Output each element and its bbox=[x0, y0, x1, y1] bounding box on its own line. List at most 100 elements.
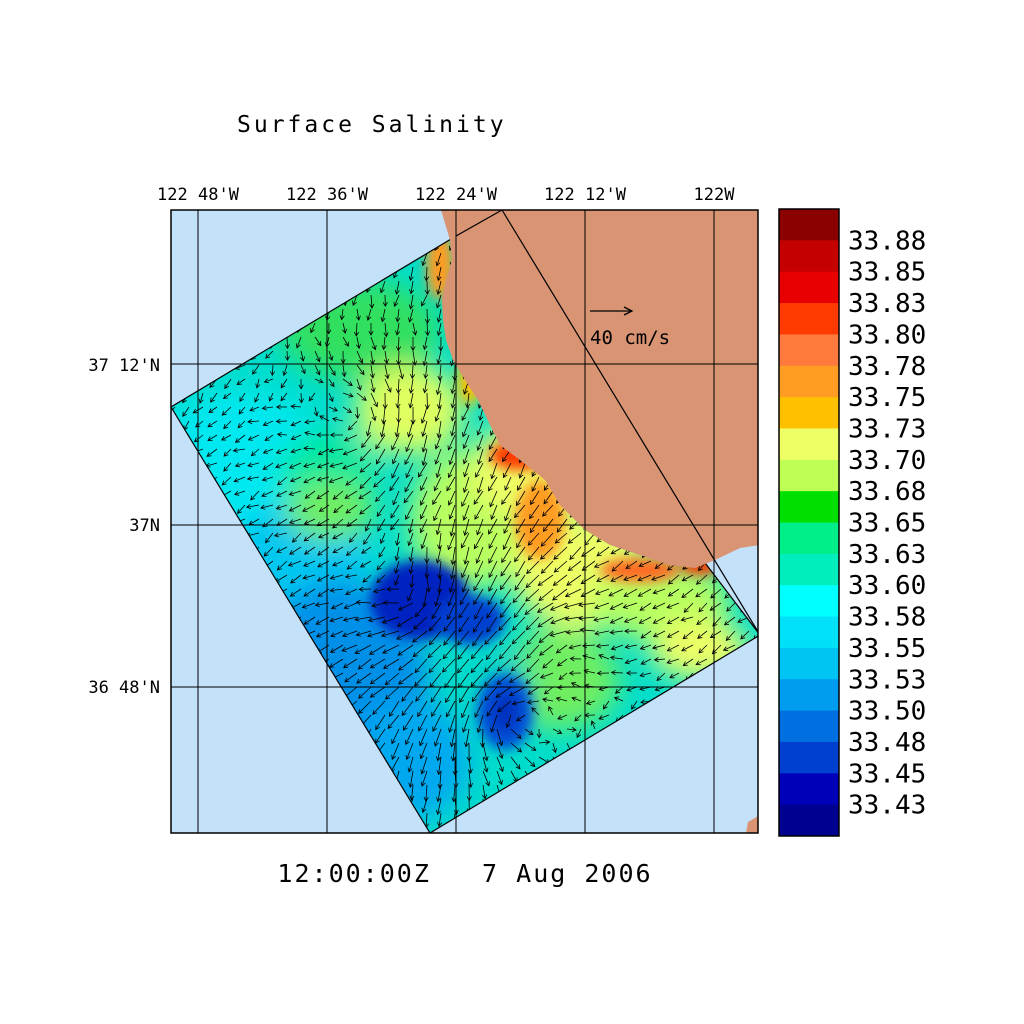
velocity-arrow bbox=[362, 574, 372, 583]
velocity-arrow bbox=[424, 322, 431, 337]
velocity-arrow bbox=[698, 644, 708, 654]
velocity-arrow bbox=[609, 616, 624, 624]
velocity-arrow bbox=[375, 728, 386, 744]
colorbar-swatch bbox=[779, 397, 839, 429]
velocity-arrow bbox=[369, 294, 375, 309]
velocity-arrow bbox=[276, 560, 288, 571]
velocity-arrow bbox=[683, 602, 694, 613]
velocity-arrow bbox=[366, 630, 386, 638]
velocity-arrow bbox=[414, 658, 428, 674]
velocity-arrow bbox=[513, 644, 526, 661]
velocity-arrow bbox=[314, 378, 324, 384]
velocity-arrow bbox=[510, 728, 522, 739]
velocity-arrow bbox=[624, 644, 638, 650]
velocity-arrow bbox=[461, 574, 470, 593]
velocity-arrow bbox=[221, 406, 232, 416]
velocity-arrow bbox=[514, 546, 526, 563]
velocity-arrow bbox=[408, 546, 414, 563]
velocity-arrow bbox=[437, 364, 443, 381]
velocity-arrow bbox=[207, 420, 218, 428]
velocity-arrow bbox=[486, 602, 498, 619]
velocity-arrow bbox=[304, 419, 316, 425]
velocity-arrow bbox=[268, 392, 274, 402]
colorbar-swatch bbox=[779, 240, 839, 273]
velocity-arrow bbox=[473, 588, 484, 606]
velocity-arrow bbox=[386, 586, 400, 592]
velocity-arrow bbox=[740, 630, 750, 640]
velocity-arrow bbox=[269, 364, 276, 377]
velocity-arrow bbox=[407, 420, 414, 438]
velocity-arrow bbox=[233, 490, 246, 496]
velocity-arrow bbox=[430, 686, 442, 703]
velocity-arrow bbox=[288, 462, 302, 469]
velocity-arrow bbox=[485, 644, 498, 661]
velocity-arrow bbox=[463, 546, 470, 565]
velocity-arrow bbox=[198, 392, 204, 404]
velocity-arrow bbox=[502, 532, 512, 551]
velocity-arrow bbox=[450, 406, 456, 422]
velocity-arrow bbox=[638, 560, 652, 568]
velocity-arrow bbox=[375, 714, 386, 731]
velocity-arrow bbox=[255, 378, 261, 389]
velocity-arrow bbox=[409, 574, 415, 589]
velocity-arrow bbox=[490, 462, 498, 480]
velocity-arrow bbox=[558, 672, 568, 681]
velocity-arrow bbox=[402, 714, 414, 731]
velocity-arrow bbox=[234, 434, 246, 443]
velocity-arrow bbox=[651, 574, 666, 581]
velocity-arrow bbox=[473, 574, 484, 592]
velocity-arrow bbox=[371, 602, 386, 608]
velocity-arrow bbox=[496, 658, 512, 672]
velocity-arrow bbox=[329, 587, 344, 593]
velocity-arrow bbox=[515, 560, 526, 578]
velocity-arrow bbox=[261, 476, 274, 482]
velocity-arrow bbox=[447, 434, 456, 451]
velocity-arrow bbox=[474, 700, 484, 718]
velocity-arrow bbox=[593, 616, 610, 622]
velocity-arrow bbox=[303, 532, 316, 542]
velocity-arrow bbox=[441, 658, 456, 673]
velocity-arrow bbox=[473, 532, 484, 550]
velocity-arrow bbox=[249, 406, 260, 412]
velocity-arrow bbox=[382, 600, 400, 606]
velocity-arrow bbox=[435, 462, 442, 479]
velocity-arrow bbox=[419, 504, 428, 520]
velocity-arrow bbox=[356, 392, 367, 401]
velocity-arrow bbox=[275, 462, 288, 469]
velocity-arrow bbox=[381, 336, 387, 351]
velocity-arrow bbox=[505, 714, 512, 729]
velocity-arrow bbox=[345, 504, 358, 514]
velocity-arrow bbox=[375, 448, 386, 465]
velocity-arrow bbox=[496, 770, 503, 786]
velocity-arrow bbox=[329, 574, 344, 580]
velocity-arrow bbox=[549, 602, 568, 611]
y-tick-label: 36 48'N bbox=[88, 678, 160, 698]
velocity-arrow bbox=[467, 756, 473, 774]
domain-boundary-line bbox=[455, 210, 503, 237]
velocity-arrow bbox=[300, 350, 305, 362]
velocity-arrow bbox=[568, 670, 582, 676]
velocity-arrow bbox=[369, 672, 386, 685]
velocity-arrow bbox=[482, 770, 490, 787]
velocity-arrow bbox=[358, 490, 372, 500]
velocity-arrow bbox=[536, 602, 554, 613]
x-tick-label: 122 48'W bbox=[157, 185, 240, 205]
colorbar-tick-label: 33.78 bbox=[848, 352, 926, 382]
velocity-arrow bbox=[405, 742, 414, 761]
velocity-arrow bbox=[656, 672, 666, 682]
velocity-arrow bbox=[263, 378, 274, 384]
velocity-arrow bbox=[501, 490, 512, 505]
velocity-arrow bbox=[395, 532, 401, 547]
velocity-arrow bbox=[436, 392, 442, 410]
velocity-arrow bbox=[287, 560, 302, 567]
velocity-arrow bbox=[395, 392, 401, 409]
velocity-arrow bbox=[448, 574, 456, 594]
velocity-arrow bbox=[356, 672, 372, 684]
velocity-arrow bbox=[568, 644, 582, 650]
velocity-arrow bbox=[260, 504, 274, 510]
velocity-arrow bbox=[652, 602, 666, 610]
velocity-arrow bbox=[344, 672, 358, 683]
velocity-arrow bbox=[553, 560, 568, 573]
velocity-arrow bbox=[500, 560, 512, 577]
velocity-arrow bbox=[667, 588, 680, 597]
